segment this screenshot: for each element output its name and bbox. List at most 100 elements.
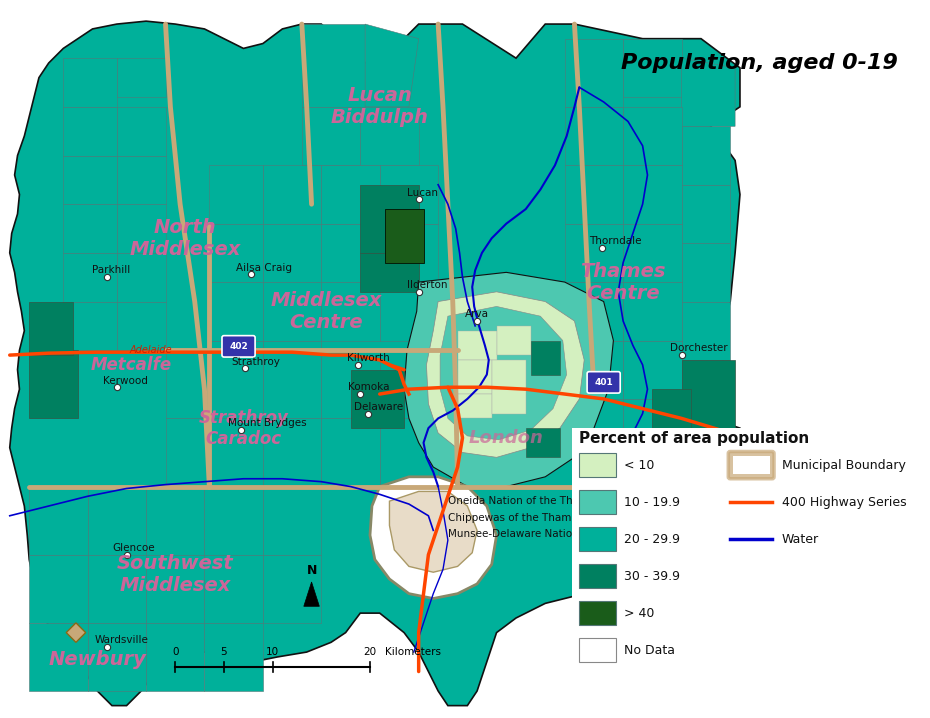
Bar [579, 638, 617, 662]
Polygon shape [29, 350, 78, 419]
Text: Kilworth: Kilworth [347, 353, 390, 363]
Bar [579, 528, 617, 551]
Polygon shape [263, 487, 321, 555]
Text: Mount Brydges: Mount Brydges [228, 419, 307, 428]
Polygon shape [29, 555, 87, 623]
FancyBboxPatch shape [587, 372, 620, 393]
Polygon shape [370, 477, 497, 599]
Polygon shape [66, 623, 86, 643]
Polygon shape [565, 340, 623, 399]
Text: 20: 20 [364, 647, 377, 657]
Text: Southwest
Middlesex: Southwest Middlesex [117, 554, 233, 595]
Polygon shape [63, 107, 117, 156]
Polygon shape [209, 165, 263, 224]
Polygon shape [682, 185, 730, 243]
Polygon shape [166, 419, 209, 487]
Polygon shape [682, 126, 730, 185]
Text: Middlesex
Centre: Middlesex Centre [271, 291, 382, 332]
Polygon shape [321, 419, 379, 487]
Polygon shape [205, 487, 263, 555]
Polygon shape [302, 24, 365, 107]
Polygon shape [379, 350, 438, 419]
Text: Arva: Arva [464, 309, 488, 320]
Polygon shape [492, 389, 525, 414]
Text: Munsee-Delaware Nation: Munsee-Delaware Nation [448, 529, 578, 539]
Polygon shape [623, 224, 682, 282]
Polygon shape [565, 165, 623, 224]
Text: 5: 5 [220, 647, 227, 657]
Text: Municipal Boundary: Municipal Boundary [782, 459, 906, 472]
Polygon shape [623, 165, 682, 224]
Polygon shape [87, 623, 146, 691]
Polygon shape [565, 224, 623, 282]
Text: N: N [306, 564, 317, 577]
Text: Strathroy
Caradoc: Strathroy Caradoc [198, 409, 288, 447]
Polygon shape [623, 39, 682, 97]
Text: 401: 401 [594, 378, 613, 387]
Polygon shape [63, 156, 117, 204]
Text: Population, aged 0-19: Population, aged 0-19 [621, 53, 897, 73]
Polygon shape [263, 419, 321, 487]
Text: Thames
Centre: Thames Centre [580, 261, 666, 302]
Polygon shape [404, 272, 614, 487]
Polygon shape [623, 399, 682, 457]
Polygon shape [117, 253, 166, 302]
Polygon shape [146, 555, 205, 623]
Polygon shape [263, 555, 321, 623]
Text: Percent of area population: Percent of area population [579, 431, 810, 446]
Polygon shape [682, 302, 730, 360]
Text: Chippewas of the Thames First Nation: Chippewas of the Thames First Nation [448, 513, 646, 523]
Polygon shape [117, 302, 166, 350]
Text: 10 - 19.9: 10 - 19.9 [624, 495, 680, 508]
Polygon shape [87, 487, 146, 555]
Polygon shape [390, 491, 477, 572]
Polygon shape [652, 389, 691, 447]
Polygon shape [117, 58, 166, 97]
Polygon shape [321, 224, 379, 282]
Polygon shape [263, 350, 321, 419]
Text: Lucan
Biddulph: Lucan Biddulph [331, 86, 429, 127]
Polygon shape [321, 350, 379, 419]
Polygon shape [565, 39, 623, 107]
Polygon shape [458, 360, 492, 394]
Text: 20 - 29.9: 20 - 29.9 [624, 533, 680, 546]
Text: 10: 10 [266, 647, 279, 657]
Text: Delaware: Delaware [354, 401, 404, 411]
Polygon shape [365, 24, 418, 107]
Polygon shape [321, 282, 379, 340]
Polygon shape [385, 209, 423, 263]
Text: Thorndale: Thorndale [589, 236, 642, 246]
Polygon shape [458, 331, 497, 360]
Text: Kerwood: Kerwood [103, 376, 148, 386]
Polygon shape [209, 340, 263, 389]
Text: Ailsa Craig: Ailsa Craig [235, 264, 292, 274]
Bar [579, 564, 617, 588]
Text: Parkhill: Parkhill [92, 266, 131, 276]
Polygon shape [525, 428, 560, 457]
Polygon shape [117, 107, 166, 156]
Polygon shape [360, 185, 418, 253]
Text: No Data: No Data [624, 643, 675, 657]
Text: > 40: > 40 [624, 607, 655, 620]
Polygon shape [531, 340, 560, 375]
Polygon shape [302, 107, 360, 165]
Polygon shape [63, 253, 117, 302]
Text: Lucan: Lucan [407, 187, 438, 197]
Polygon shape [682, 360, 730, 419]
Polygon shape [565, 107, 623, 165]
Text: Ilderton: Ilderton [407, 280, 447, 290]
Text: Metcalfe: Metcalfe [91, 356, 172, 374]
Polygon shape [565, 282, 623, 340]
Polygon shape [565, 399, 623, 457]
Text: Glencoe: Glencoe [112, 543, 154, 553]
Text: Wardsville: Wardsville [95, 635, 148, 645]
Polygon shape [379, 282, 438, 340]
Text: Adelaide: Adelaide [129, 345, 172, 355]
Polygon shape [427, 292, 584, 457]
Polygon shape [351, 370, 404, 428]
Polygon shape [63, 204, 117, 253]
Text: Oneida Nation of the Thames: Oneida Nation of the Thames [448, 496, 601, 506]
Text: < 10: < 10 [624, 459, 655, 472]
Polygon shape [360, 107, 418, 165]
Bar [579, 602, 617, 625]
